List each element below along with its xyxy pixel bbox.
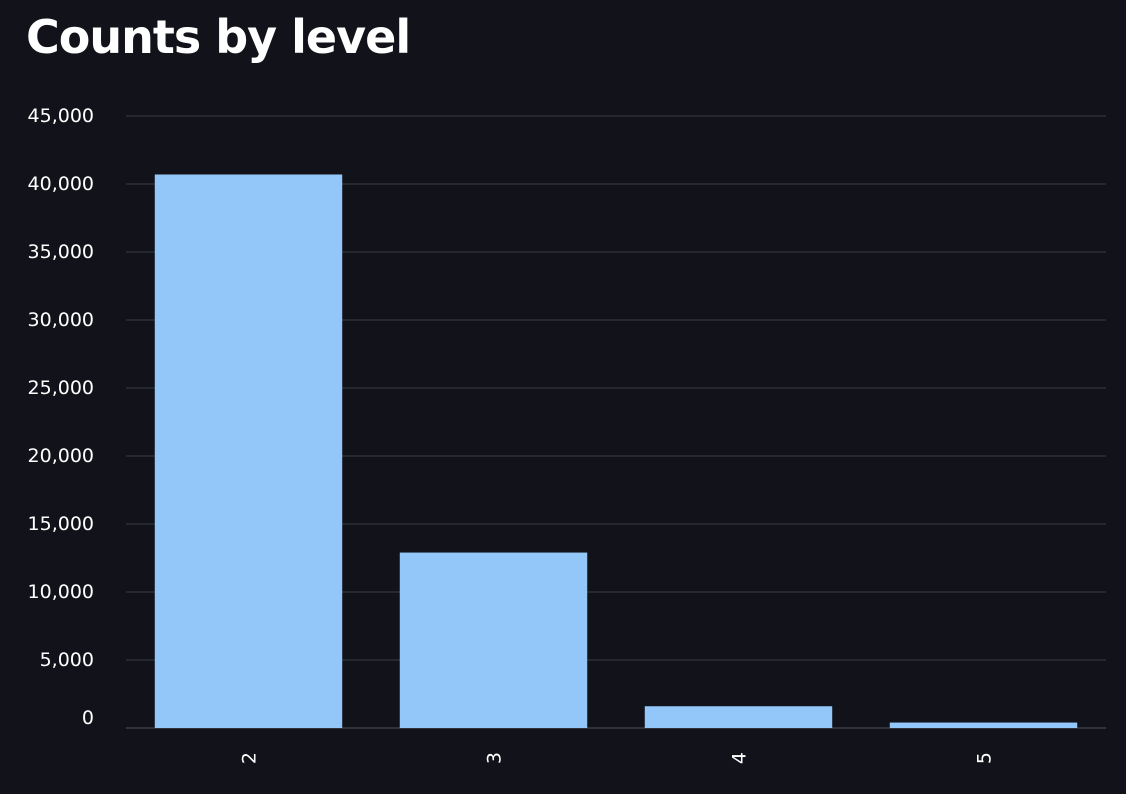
x-axis-ticks: 2 3 4 5 xyxy=(239,752,996,764)
y-tick-label: 15,000 xyxy=(28,513,94,535)
y-axis-ticks: 0 5,000 10,000 15,000 20,000 25,000 30,000 35,0… xyxy=(28,105,94,729)
y-tick-label: 40,000 xyxy=(28,173,94,195)
y-tick-label: 20,000 xyxy=(28,445,94,467)
y-tick-label: 5,000 xyxy=(40,649,94,671)
y-tick-label: 0 xyxy=(82,707,94,729)
bars xyxy=(154,174,1078,729)
chart-title: Counts by level xyxy=(26,10,411,64)
bar-2[interactable] xyxy=(154,174,343,729)
y-tick-label: 35,000 xyxy=(28,241,94,263)
x-tick-label: 3 xyxy=(484,752,506,764)
bar-3[interactable] xyxy=(399,552,588,728)
y-tick-label: 45,000 xyxy=(28,105,94,127)
x-tick-label: 4 xyxy=(729,752,751,764)
x-tick-label: 5 xyxy=(974,752,996,764)
y-tick-label: 25,000 xyxy=(28,377,94,399)
y-tick-label: 10,000 xyxy=(28,581,94,603)
bar-4[interactable] xyxy=(644,706,833,728)
y-tick-label: 30,000 xyxy=(28,309,94,331)
x-tick-label: 2 xyxy=(239,752,261,764)
bar-5[interactable] xyxy=(889,722,1078,728)
